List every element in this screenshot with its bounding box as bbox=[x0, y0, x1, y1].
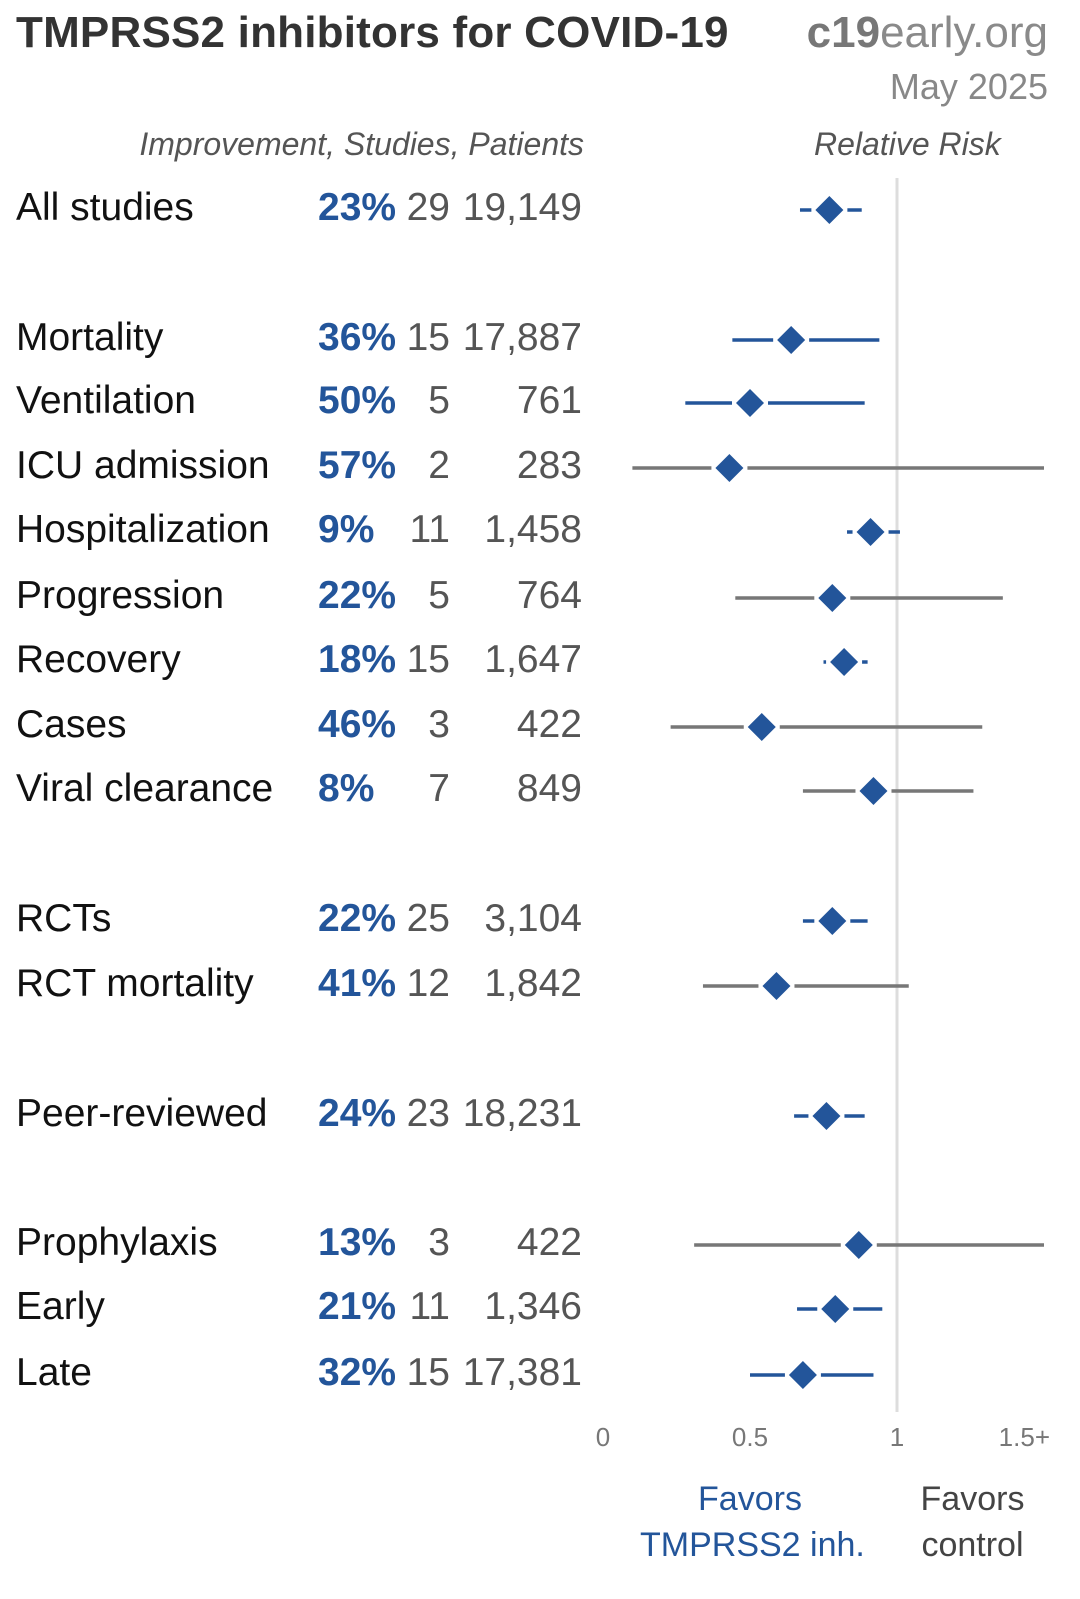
studies-count: 25 bbox=[406, 897, 450, 940]
row-label: Mortality bbox=[16, 316, 164, 359]
point-estimate-diamond[interactable] bbox=[844, 1231, 873, 1259]
x-tick-label: 0.5 bbox=[731, 1422, 769, 1452]
improvement-value: 50% bbox=[318, 379, 397, 422]
row-label: Progression bbox=[16, 574, 225, 617]
patients-count: 17,887 bbox=[462, 316, 582, 359]
point-estimate-diamond[interactable] bbox=[818, 584, 847, 612]
point-estimate-diamond[interactable] bbox=[859, 777, 888, 805]
patients-count: 1,647 bbox=[484, 638, 582, 681]
patients-count: 17,381 bbox=[462, 1351, 582, 1394]
point-estimate-diamond[interactable] bbox=[815, 196, 844, 224]
row-label: All studies bbox=[16, 186, 194, 229]
row-label: Cases bbox=[16, 703, 127, 746]
point-estimate-diamond[interactable] bbox=[736, 389, 764, 417]
patients-count: 761 bbox=[516, 379, 582, 422]
row-label: Hospitalization bbox=[16, 508, 270, 551]
page-title: TMPRSS2 inhibitors for COVID-19 bbox=[16, 8, 729, 57]
improvement-value: 32% bbox=[318, 1351, 397, 1394]
studies-count: 3 bbox=[428, 703, 450, 746]
favors-left-line1: Favors bbox=[698, 1480, 802, 1518]
improvement-value: 22% bbox=[318, 897, 397, 940]
improvement-value: 36% bbox=[318, 316, 397, 359]
studies-count: 15 bbox=[406, 316, 450, 359]
point-estimate-diamond[interactable] bbox=[747, 713, 776, 741]
favors-control-label: Favors control bbox=[900, 1476, 1045, 1568]
improvement-value: 23% bbox=[318, 186, 397, 229]
improvement-value: 13% bbox=[318, 1221, 397, 1264]
point-estimate-diamond[interactable] bbox=[856, 518, 885, 546]
brand-rest: early.org bbox=[880, 8, 1048, 57]
studies-count: 12 bbox=[406, 962, 450, 1005]
favors-treatment-label: Favors TMPRSS2 inh. bbox=[640, 1476, 865, 1568]
studies-count: 5 bbox=[428, 379, 450, 422]
studies-count: 7 bbox=[428, 767, 450, 810]
studies-count: 15 bbox=[406, 638, 450, 681]
patients-count: 1,346 bbox=[484, 1285, 582, 1328]
patients-count: 3,104 bbox=[484, 897, 582, 940]
row-label: Late bbox=[16, 1351, 92, 1394]
row-label: Peer-reviewed bbox=[16, 1092, 268, 1135]
column-header-left: Improvement, Studies, Patients bbox=[139, 126, 584, 162]
point-estimate-diamond[interactable] bbox=[812, 1102, 841, 1130]
patients-count: 422 bbox=[516, 1221, 582, 1264]
patients-count: 19,149 bbox=[462, 186, 582, 229]
point-estimate-diamond[interactable] bbox=[788, 1361, 817, 1389]
x-tick-label: 0 bbox=[595, 1422, 611, 1452]
point-estimate-diamond[interactable] bbox=[762, 972, 791, 1000]
point-estimate-diamond[interactable] bbox=[821, 1295, 850, 1323]
patients-count: 1,842 bbox=[484, 962, 582, 1005]
row-label: Viral clearance bbox=[16, 767, 274, 810]
improvement-value: 9% bbox=[318, 508, 375, 551]
studies-count: 2 bbox=[428, 444, 450, 487]
patients-count: 764 bbox=[516, 574, 582, 617]
brand-strong: c19 bbox=[806, 8, 881, 57]
point-estimate-diamond[interactable] bbox=[777, 326, 806, 354]
point-estimate-diamond[interactable] bbox=[830, 648, 859, 676]
favors-right-line1: Favors bbox=[920, 1480, 1025, 1518]
studies-count: 29 bbox=[406, 186, 450, 229]
improvement-value: 18% bbox=[318, 638, 397, 681]
x-tick-label: 1 bbox=[889, 1422, 905, 1452]
improvement-value: 22% bbox=[318, 574, 397, 617]
improvement-value: 57% bbox=[318, 444, 397, 487]
row-label: Early bbox=[16, 1285, 105, 1328]
studies-count: 5 bbox=[428, 574, 450, 617]
row-label: Ventilation bbox=[16, 379, 196, 422]
brand-logo[interactable]: c19early.org bbox=[807, 8, 1048, 58]
studies-count: 11 bbox=[409, 508, 451, 551]
patients-count: 283 bbox=[516, 444, 582, 487]
x-tick-label: 1.5+ bbox=[998, 1422, 1050, 1452]
improvement-value: 24% bbox=[318, 1092, 397, 1135]
patients-count: 18,231 bbox=[462, 1092, 582, 1135]
row-label: RCT mortality bbox=[16, 962, 254, 1005]
favors-right-line2: control bbox=[921, 1526, 1024, 1564]
column-header-right: Relative Risk bbox=[814, 126, 1001, 162]
row-label: ICU admission bbox=[16, 444, 270, 487]
favors-left-line2: TMPRSS2 inh. bbox=[640, 1526, 865, 1564]
improvement-value: 8% bbox=[318, 767, 375, 810]
patients-count: 849 bbox=[516, 767, 582, 810]
improvement-value: 21% bbox=[318, 1285, 397, 1328]
studies-count: 15 bbox=[406, 1351, 450, 1394]
point-estimate-diamond[interactable] bbox=[715, 454, 744, 482]
patients-count: 422 bbox=[516, 703, 582, 746]
patients-count: 1,458 bbox=[484, 508, 582, 551]
row-label: Recovery bbox=[16, 638, 181, 681]
studies-count: 23 bbox=[406, 1092, 450, 1135]
point-estimate-diamond[interactable] bbox=[818, 907, 847, 935]
studies-count: 3 bbox=[428, 1221, 450, 1264]
row-label: Prophylaxis bbox=[16, 1221, 218, 1264]
improvement-value: 41% bbox=[318, 962, 397, 1005]
date-label: May 2025 bbox=[889, 66, 1048, 107]
improvement-value: 46% bbox=[318, 703, 397, 746]
row-label: RCTs bbox=[16, 897, 112, 940]
studies-count: 11 bbox=[409, 1285, 451, 1328]
